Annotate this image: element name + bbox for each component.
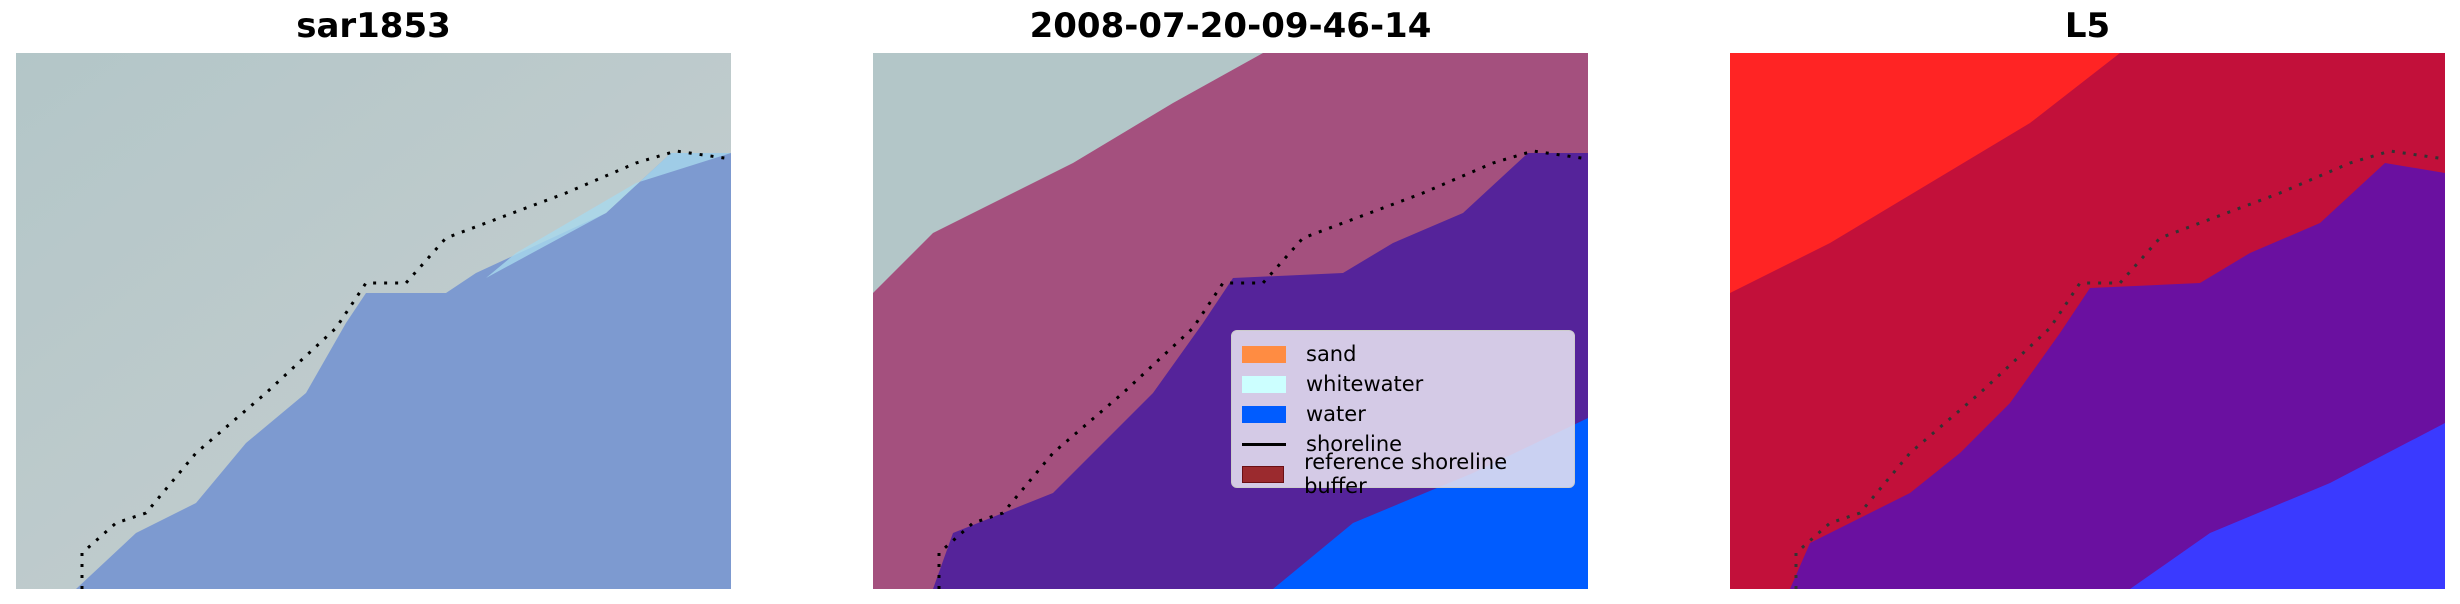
buffer-swatch — [1242, 465, 1285, 483]
whitewater-swatch — [1242, 375, 1286, 393]
title-sar: sar1853 — [296, 6, 451, 46]
legend-item-water: water — [1242, 399, 1564, 429]
legend: sand whitewater water shoreline referenc… — [1231, 330, 1575, 498]
legend-item-whitewater: whitewater — [1242, 369, 1564, 399]
sand-swatch — [1242, 345, 1286, 363]
rgb-image-panel — [16, 53, 731, 589]
title-date: 2008-07-20-09-46-14 — [1029, 6, 1432, 46]
l5-panel — [1730, 53, 2445, 589]
classification-panel — [873, 53, 1588, 589]
shoreline-line-swatch — [1242, 442, 1286, 446]
legend-item-buffer: reference shoreline buffer — [1242, 450, 1564, 498]
water-swatch — [1242, 405, 1286, 423]
legend-item-sand: sand — [1242, 339, 1564, 369]
title-l5: L5 — [2064, 6, 2111, 46]
legend-item-shoreline: shoreline — [1242, 429, 1564, 459]
